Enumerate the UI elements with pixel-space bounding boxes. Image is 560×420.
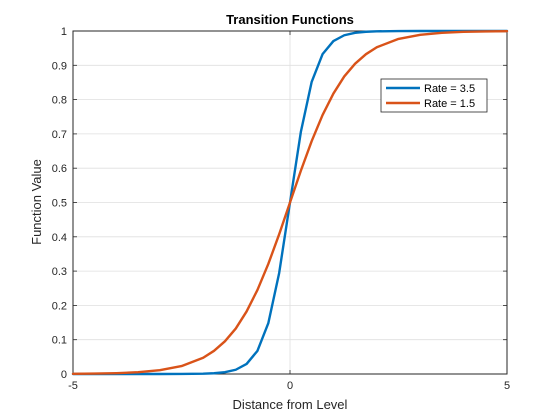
- legend: Rate = 3.5 Rate = 1.5: [380, 78, 488, 113]
- y-tick-label: 0.2: [52, 300, 67, 312]
- y-tick-label: 0.4: [52, 232, 67, 244]
- x-tick-label: 0: [287, 380, 293, 392]
- series-line-rate-1-5: [71, 30, 509, 375]
- y-tick-label: 0.3: [52, 266, 67, 278]
- y-axis-label: Function Value: [29, 159, 44, 245]
- axis-ticks: 00.10.20.30.40.50.60.70.80.91-5 0 5: [52, 26, 510, 392]
- y-tick-label: 0: [61, 369, 67, 381]
- y-tick-label: 0.6: [52, 163, 67, 175]
- y-tick-label: 0.5: [52, 198, 67, 210]
- y-tick-label: 0.1: [52, 335, 67, 347]
- y-tick-label: 0.8: [52, 95, 67, 107]
- y-tick-label: 0.7: [52, 129, 67, 141]
- x-tick-label: 5: [504, 380, 510, 392]
- x-tick-label: -5: [68, 380, 78, 392]
- y-tick-label: 1: [61, 26, 67, 38]
- x-axis-label: Distance from Level: [233, 397, 348, 412]
- y-tick-label: 0.9: [52, 60, 67, 72]
- series-layer: [71, 29, 509, 376]
- legend-box: [380, 78, 488, 113]
- chart-title: Transition Functions: [226, 12, 354, 27]
- legend-label-rate-1-5: Rate = 1.5: [424, 98, 475, 110]
- legend-label-rate-3-5: Rate = 3.5: [424, 83, 475, 95]
